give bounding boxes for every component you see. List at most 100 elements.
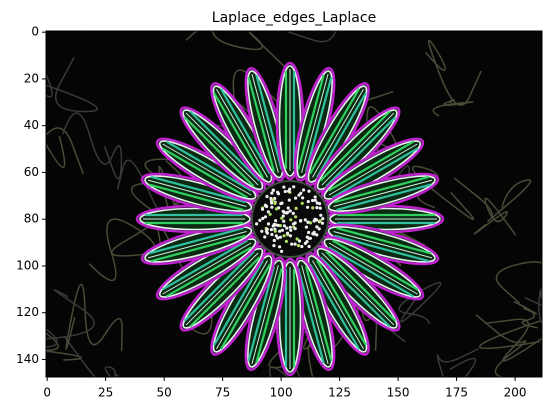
center-dot [276,223,280,227]
petal-stripe [332,239,419,291]
center-dot [293,227,297,231]
texture [46,57,99,113]
center-dot [272,244,276,248]
center-dot [286,206,290,210]
petal-stripe [316,259,367,346]
petal-stripe [165,246,252,298]
center-dot [313,195,317,199]
petal-stripe [148,227,244,255]
y-tick-label: 40 [24,118,39,132]
center-dot [307,244,311,249]
petal-stripe [183,116,255,188]
center-dot [263,235,267,239]
texture [288,31,337,43]
center-dot [271,224,275,228]
petal-stripe [220,88,271,175]
petal-edge [212,255,273,353]
petal-stripe [150,234,246,263]
center-dot [285,231,290,235]
petal-stripe [336,183,432,211]
petal [293,66,336,182]
center-dot [285,226,289,230]
petal-stripe [189,256,261,328]
center-dot [284,239,288,243]
center-dot [307,189,311,193]
center-dot [266,222,271,226]
center-dot [289,228,293,232]
center-dot [278,245,282,249]
y-tick-label: 60 [24,165,39,179]
y-tick-label: 80 [24,212,39,226]
center-dot [293,242,297,246]
petal-stripe [325,250,397,322]
petal-stripe [333,179,433,208]
center-dot [265,231,269,235]
center-dot [274,207,279,211]
center-dot [258,218,262,222]
petal-stripe [161,147,248,199]
texture [46,289,95,348]
petal-edge [327,226,436,263]
petal-stripe [255,74,283,170]
petal-stripe [316,92,367,179]
center-dot [280,228,284,232]
center-dot [260,207,265,211]
center-dot [285,211,289,215]
texture [83,31,85,32]
petal-edge [144,175,253,212]
petal [179,245,267,332]
petal-stripe [312,260,364,350]
texture [478,318,542,362]
petal-stripe [328,246,415,298]
y-tick-label: 120 [16,305,39,319]
center-dot [276,190,280,194]
petal-stripe [297,268,325,364]
petal-stripe [213,259,264,346]
petal-stripe [336,227,432,255]
petal [140,172,256,215]
texture [46,127,85,175]
petal-edge [307,85,368,183]
petal-stripe [162,143,252,196]
texture [398,281,442,325]
center-dot [283,189,287,194]
petal-stripe [147,179,247,208]
petal-stripe [304,76,333,172]
center-dot [255,222,259,226]
x-tick-label: 75 [215,386,230,400]
petal-stripe [165,140,252,192]
petal-stripe [251,265,279,365]
texture [432,98,474,117]
petal-stripe [319,256,391,328]
y-tick-label: 100 [16,258,39,272]
center-dot [291,222,296,226]
center-dot [265,194,269,199]
petal-stripe [183,250,255,322]
center-dot [313,217,317,221]
center-dot [296,244,301,248]
petal-edge [278,261,302,373]
petal-stripe [334,175,430,204]
center-dot [269,228,273,232]
center-dot [303,218,307,222]
texture [424,39,482,106]
center-dot [270,191,274,195]
center-dot [313,198,317,202]
petal-stripe [312,88,364,178]
y-tick-label: 20 [24,71,39,85]
petal-stripe [297,74,325,170]
petal-edge [323,140,422,200]
center-dot [260,229,264,233]
petal-edge [247,70,284,179]
center-dot [266,210,270,214]
petal-stripe [319,110,391,182]
petal-stripe [247,76,276,172]
center-dot [294,215,298,219]
center-dot [278,229,282,233]
center-dot [294,206,298,210]
x-tick-label: 25 [98,386,113,400]
x-tick-label: 0 [43,386,51,400]
petal [324,172,440,215]
y-tick-label: 0 [31,25,39,39]
